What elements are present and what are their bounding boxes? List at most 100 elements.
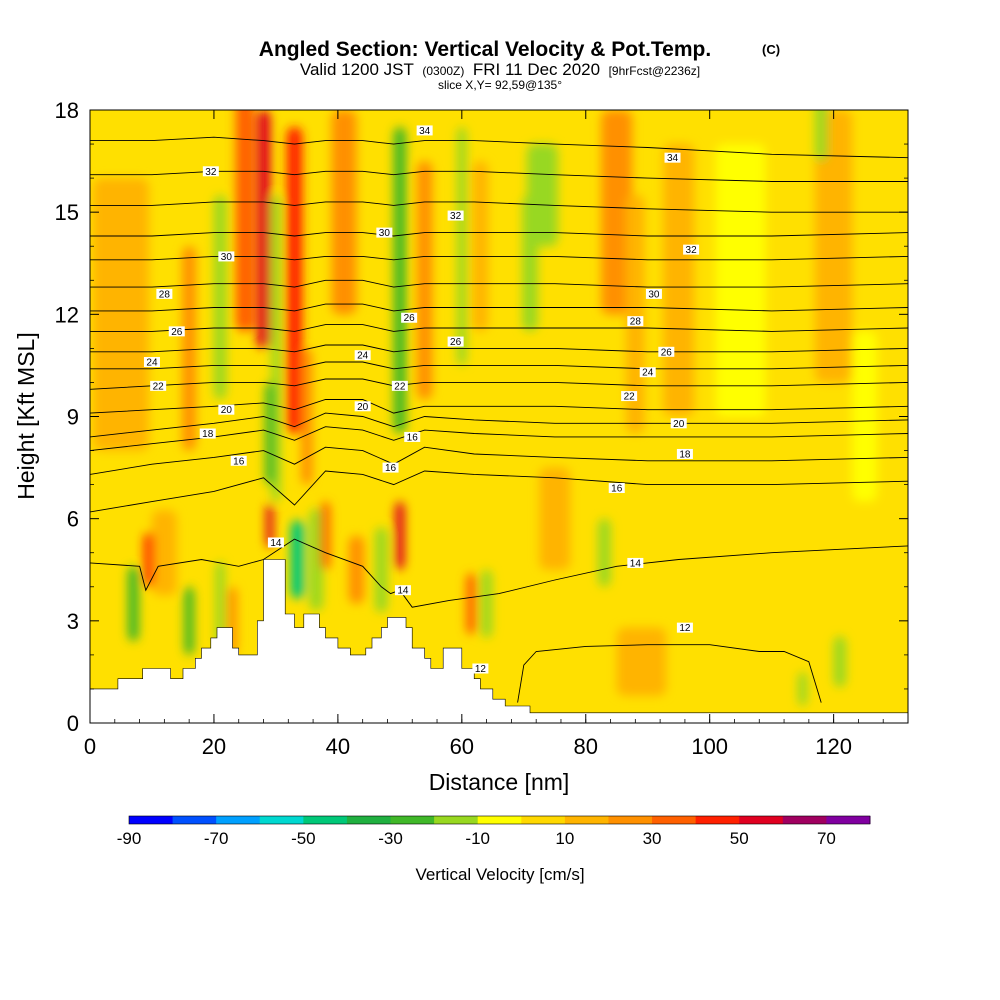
colorbar-tick-0: -90	[117, 829, 142, 848]
y-tick-label-6: 18	[55, 98, 79, 123]
velocity-cell-31	[601, 110, 633, 315]
theta-contour-18-5	[90, 412, 908, 438]
contour-label-bg-20	[168, 326, 185, 337]
contour-label-text-5: 16	[233, 456, 245, 467]
contour-label-0: 12	[472, 663, 489, 675]
x-tick-label-1: 20	[202, 734, 226, 759]
velocity-cell-37	[815, 110, 853, 383]
colorbar-tick-8: 70	[817, 829, 836, 848]
contour-label-text-15: 22	[394, 381, 406, 392]
contour-label-17: 24	[143, 357, 160, 369]
theta-contour-32-16	[90, 170, 908, 182]
velocity-cell-0	[93, 178, 149, 451]
x-tick-label-2: 40	[326, 734, 350, 759]
contour-label-text-25: 28	[630, 317, 642, 328]
theta-contour-24-9	[90, 344, 908, 353]
contour-label-10: 18	[676, 448, 693, 460]
contour-label-text-4: 14	[630, 558, 642, 569]
y-tick-label-1: 3	[67, 609, 79, 634]
contour-label-30: 32	[447, 210, 464, 222]
contour-label-text-27: 30	[379, 228, 391, 239]
contour-label-text-26: 30	[221, 252, 233, 263]
valid-time: Valid 1200 JST	[300, 60, 414, 79]
theta-contour-16-3	[90, 446, 908, 475]
colorbar-swatch-8	[477, 816, 522, 824]
y-tick-label-4: 12	[55, 302, 79, 327]
theta-contour-22-7	[90, 378, 908, 390]
contour-label-text-20: 26	[171, 327, 183, 338]
contour-label-text-29: 32	[205, 167, 217, 178]
velocity-cell-27	[466, 573, 477, 635]
contour-label-2: 14	[267, 537, 284, 549]
contour-label-19: 24	[639, 367, 656, 379]
colorbar-tick-3: -30	[378, 829, 403, 848]
contour-label-25: 28	[627, 316, 644, 328]
contour-label-12: 20	[354, 401, 371, 413]
velocity-cell-34	[598, 518, 611, 587]
velocity-cell-2	[127, 566, 139, 642]
theta-contour-26-10	[90, 324, 908, 332]
contour-label-bg-10	[676, 448, 693, 459]
contour-label-bg-9	[404, 431, 421, 442]
colorbar-tick-6: 30	[643, 829, 662, 848]
contour-label-text-22: 26	[661, 347, 673, 358]
contour-label-5: 16	[230, 455, 247, 467]
contour-label-bg-0	[472, 663, 489, 674]
contour-label-bg-15	[391, 380, 408, 391]
y-tick-label-5: 15	[55, 200, 79, 225]
chart-title-mark: (C)	[762, 42, 780, 57]
contour-label-bg-26	[218, 251, 235, 262]
contour-label-text-17: 24	[146, 358, 158, 369]
velocity-cell-4	[184, 586, 195, 655]
contour-label-16: 22	[621, 391, 638, 403]
velocity-cell-40	[833, 636, 847, 688]
velocity-cell-9	[235, 110, 255, 332]
theta-contour-28-12	[90, 279, 908, 288]
colorbar-swatch-6	[390, 816, 435, 824]
velocity-cell-8	[213, 195, 227, 400]
theta-contour-32-15	[90, 201, 908, 213]
velocity-cell-28	[481, 569, 493, 638]
velocity-cell-17	[309, 508, 324, 611]
velocity-cell-33	[539, 467, 571, 570]
velocity-cell-36	[715, 144, 766, 417]
theta-contour-22-8	[90, 361, 908, 370]
velocity-cell-12	[265, 382, 275, 485]
theta-contour-16-2	[90, 470, 908, 513]
colorbar-swatch-10	[564, 816, 609, 824]
velocity-cell-13	[265, 503, 274, 548]
colorbar-tick-4: -10	[465, 829, 490, 848]
colorbar-swatch-0	[129, 816, 174, 824]
velocity-cell-22	[395, 501, 405, 570]
colorbar-swatch-15	[782, 816, 827, 824]
contour-label-bg-23	[156, 288, 173, 299]
contour-label-text-21: 26	[450, 337, 462, 348]
contour-label-24: 26	[401, 312, 418, 324]
velocity-cell-15	[286, 127, 303, 434]
x-axis-label: Distance [nm]	[429, 769, 570, 795]
contour-label-text-28: 30	[648, 289, 660, 300]
contour-label-26: 30	[218, 251, 235, 263]
colorbar-tick-2: -50	[291, 829, 316, 848]
valid-date: FRI 11 Dec 2020	[473, 60, 600, 79]
colorbar: -90 -70 -50 -30 -10 10 30 50 70	[117, 815, 871, 848]
y-tick-label-3: 9	[67, 405, 79, 430]
velocity-cell-23	[375, 527, 388, 613]
contour-label-21: 26	[447, 336, 464, 348]
colorbar-swatch-4	[303, 816, 348, 824]
velocity-cell-24	[416, 161, 433, 400]
contour-label-31: 32	[683, 244, 700, 256]
contour-label-13: 20	[670, 418, 687, 430]
velocity-cell-1	[151, 510, 177, 596]
contour-label-20: 26	[168, 326, 185, 338]
contour-label-text-10: 18	[679, 449, 691, 460]
valid-utc: (0300Z)	[422, 64, 464, 78]
contour-label-8: 18	[199, 428, 216, 440]
contour-label-text-6: 16	[385, 463, 397, 474]
contour-label-bg-29	[202, 166, 219, 177]
colorbar-tick-1: -70	[204, 829, 229, 848]
contour-label-bg-1	[676, 622, 693, 633]
plot-area: 12 12 14 14 14 16 16 16 18 16 18 20 20 20 22 22 22 24 24 24…	[90, 110, 908, 723]
contour-label-bg-33	[664, 152, 681, 163]
contour-label-text-3: 14	[397, 586, 409, 597]
